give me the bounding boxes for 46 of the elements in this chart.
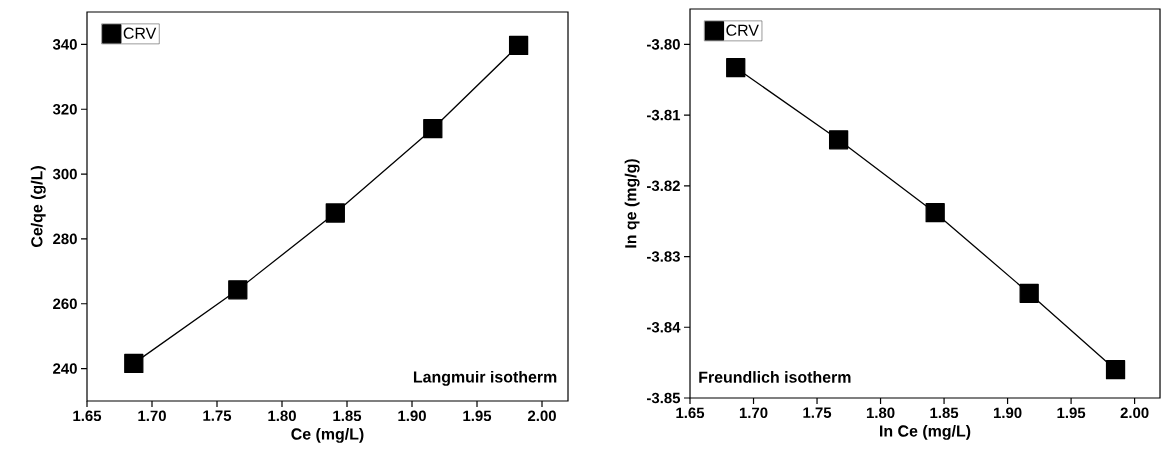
y-tick-label: 320 bbox=[52, 103, 77, 115]
x-tick-label: 1.85 bbox=[930, 407, 959, 419]
x-tick-label: 2.00 bbox=[527, 410, 556, 422]
x-tick-label: 1.85 bbox=[333, 410, 362, 422]
x-tick-label: 1.80 bbox=[268, 410, 296, 422]
y-tick-label: -3.83 bbox=[647, 251, 680, 262]
point bbox=[1105, 360, 1126, 380]
y-axis-title: In qe (mg/g) bbox=[624, 159, 640, 248]
point bbox=[508, 35, 529, 56]
point bbox=[228, 280, 248, 300]
x-tick-label: 1.90 bbox=[398, 410, 426, 422]
x-tick-label: 1.75 bbox=[803, 407, 832, 418]
y-tick-label: 300 bbox=[52, 168, 77, 180]
annotation: Freundlich isotherm bbox=[699, 371, 851, 383]
x-tick-label: 1.90 bbox=[993, 407, 1022, 419]
x-tick-label: 1.65 bbox=[73, 410, 102, 422]
y-tick-label: -3.85 bbox=[647, 392, 681, 404]
legend-label: CRV bbox=[123, 27, 157, 39]
x-axis-title: Ce (mg/L) bbox=[291, 427, 364, 443]
y-tick-label: -3.82 bbox=[647, 180, 680, 192]
y-tick-label: -3.80 bbox=[647, 39, 680, 50]
x-tick-label: 1.70 bbox=[138, 410, 166, 422]
y-tick-label: -3.81 bbox=[647, 109, 681, 121]
annotation: Langmuir isotherm bbox=[413, 370, 557, 386]
y-tick-label: 280 bbox=[53, 233, 77, 245]
x-axis-title: In Ce (mg/L) bbox=[880, 424, 971, 440]
x-tick-label: 1.65 bbox=[676, 407, 705, 419]
x-tick-label: 2.00 bbox=[1120, 407, 1149, 419]
point bbox=[423, 119, 443, 139]
y-tick-label: 240 bbox=[53, 363, 77, 374]
y-axis-title: Ce/qe (g/L) bbox=[30, 166, 46, 248]
x-tick-label: 1.80 bbox=[866, 407, 895, 419]
y-tick-label: -3.84 bbox=[647, 321, 681, 333]
point bbox=[726, 58, 746, 78]
x-tick-label: 1.75 bbox=[203, 410, 232, 421]
point bbox=[828, 130, 849, 150]
point bbox=[1019, 283, 1039, 303]
point bbox=[325, 203, 345, 223]
x-tick-label: 1.70 bbox=[739, 407, 768, 419]
y-tick-label: 260 bbox=[53, 298, 77, 310]
x-tick-label: 1.95 bbox=[1057, 407, 1086, 419]
point bbox=[925, 203, 945, 223]
point bbox=[124, 353, 144, 374]
x-tick-label: 1.95 bbox=[463, 410, 492, 422]
y-tick-label: 340 bbox=[52, 39, 77, 50]
legend-label: CRV bbox=[726, 24, 759, 36]
